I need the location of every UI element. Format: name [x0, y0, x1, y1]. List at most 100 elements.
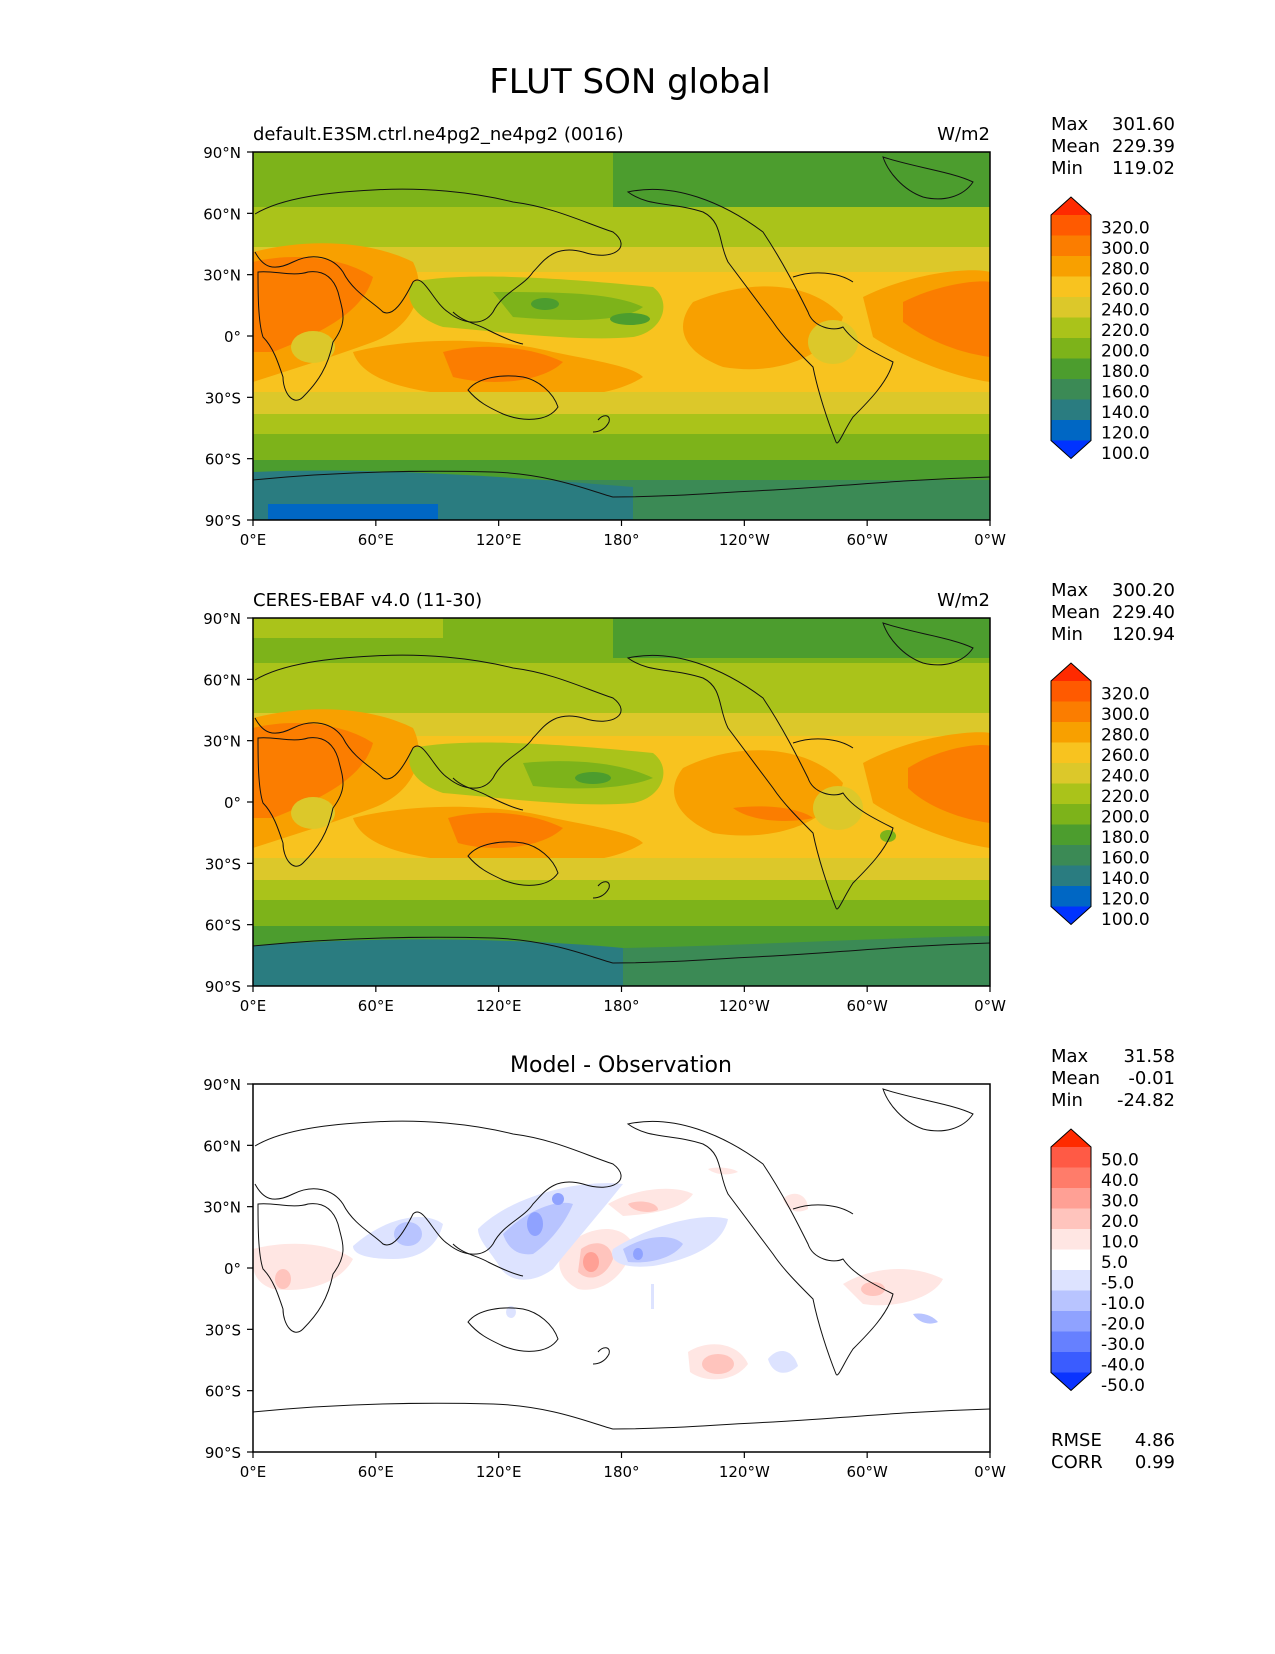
- colorbar-band: [1051, 1311, 1091, 1332]
- lat-tick-label: 60°N: [203, 205, 241, 223]
- colorbar-tick-label: 20.0: [1101, 1212, 1139, 1232]
- panel-observation: CERES-EBAF v4.0 (11-30) W/m2: [203, 580, 1175, 1015]
- flut-contour-field: [253, 618, 990, 986]
- colorbar-band: [1051, 824, 1091, 846]
- colorbar-tick-label: 180.0: [1101, 362, 1150, 382]
- colorbar-tick-label: 10.0: [1101, 1233, 1139, 1253]
- lat-tick-label: 30°N: [203, 267, 241, 285]
- colorbar-tick-label: 180.0: [1101, 828, 1150, 848]
- stat-label: Mean: [1051, 602, 1100, 623]
- longitude-ticks: 0°E 60°E 120°E 180° 120°W 60°W 0°W: [240, 986, 1006, 1015]
- lat-tick-label: 30°S: [205, 1321, 241, 1339]
- colorbar-tick-label: 200.0: [1101, 808, 1150, 828]
- lon-tick-label: 180°: [603, 531, 639, 549]
- colorbar-tick-label: 50.0: [1101, 1151, 1139, 1171]
- colorbar: 320.0300.0280.0260.0240.0220.0200.0180.0…: [1050, 662, 1150, 930]
- colorbar-tick-label: 100.0: [1101, 444, 1150, 464]
- lon-tick-label: 60°E: [358, 1463, 394, 1481]
- lon-tick-label: 60°W: [846, 997, 888, 1015]
- colorbar-band: [1051, 379, 1091, 400]
- stat-value: 119.02: [1112, 158, 1175, 179]
- stat-label: RMSE: [1051, 1430, 1102, 1451]
- longitude-ticks: 0°E 60°E 120°E 180° 120°W 60°W 0°W: [240, 520, 1006, 549]
- stat-label: CORR: [1051, 1452, 1103, 1473]
- colorbar: 50.040.030.020.010.05.0-5.0-10.0-20.0-30…: [1050, 1128, 1145, 1396]
- lat-tick-label: 60°S: [205, 1383, 241, 1401]
- colorbar-band: [1051, 1147, 1091, 1168]
- colorbar-band: [1051, 1270, 1091, 1291]
- colorbar-tick-label: 220.0: [1101, 321, 1150, 341]
- stats-block: Max 300.20 Mean 229.40 Min 120.94: [1051, 580, 1175, 645]
- stat-value: 0.99: [1135, 1452, 1175, 1473]
- lat-tick-label: 60°N: [203, 671, 241, 689]
- lon-tick-label: 0°W: [974, 997, 1006, 1015]
- colorbar-outline: [1050, 662, 1092, 926]
- difference-contour-field: [253, 1084, 990, 1452]
- lon-tick-label: 120°W: [719, 531, 770, 549]
- colorbar-tick-label: -5.0: [1101, 1274, 1134, 1294]
- lat-tick-label: 90°S: [205, 978, 241, 996]
- stat-label: Min: [1051, 1090, 1083, 1111]
- colorbar-tick-label: 260.0: [1101, 746, 1150, 766]
- stat-label: Max: [1051, 580, 1089, 601]
- panel-units: W/m2: [937, 124, 990, 145]
- stats-block: Max 301.60 Mean 229.39 Min 119.02: [1051, 114, 1175, 179]
- lat-tick-label: 0°: [224, 328, 241, 346]
- stat-label: Max: [1051, 1046, 1089, 1067]
- colorbar-tick-label: 300.0: [1101, 239, 1150, 259]
- lat-tick-label: 30°S: [205, 855, 241, 873]
- stat-value: 300.20: [1112, 580, 1175, 601]
- coastlines: [253, 1088, 990, 1430]
- colorbar-band: [1051, 235, 1091, 257]
- lat-tick-label: 90°S: [205, 1444, 241, 1462]
- lon-tick-label: 0°E: [240, 997, 267, 1015]
- colorbar-tick-label: 160.0: [1101, 849, 1150, 869]
- stat-value: -0.01: [1128, 1068, 1175, 1089]
- lon-tick-label: 120°E: [476, 531, 522, 549]
- colorbar: 320.0300.0280.0260.0240.0220.0200.0180.0…: [1050, 196, 1150, 464]
- colorbar-band: [1051, 399, 1091, 421]
- flut-contour-field: [253, 152, 990, 520]
- colorbar-band: [1051, 358, 1091, 380]
- lon-tick-label: 0°W: [974, 1463, 1006, 1481]
- colorbar-band: [1051, 1331, 1091, 1353]
- lat-tick-label: 90°N: [203, 144, 241, 162]
- lat-tick-label: 60°S: [205, 917, 241, 935]
- colorbar-tick-label: 220.0: [1101, 787, 1150, 807]
- colorbar-band: [1051, 742, 1091, 764]
- stat-label: Min: [1051, 158, 1083, 179]
- lat-tick-label: 90°S: [205, 512, 241, 530]
- lat-tick-label: 0°: [224, 1260, 241, 1278]
- panel-difference: Model - Observation: [203, 1046, 1175, 1481]
- colorbar-tick-label: 200.0: [1101, 342, 1150, 362]
- colorbar-tick-label: 280.0: [1101, 726, 1150, 746]
- latitude-ticks: 90°N 60°N 30°N 0° 30°S 60°S 90°S: [203, 610, 253, 996]
- lon-tick-label: 0°E: [240, 531, 267, 549]
- colorbar-tick-label: -50.0: [1101, 1376, 1145, 1396]
- colorbar-tick-label: 300.0: [1101, 705, 1150, 725]
- colorbar-band: [1051, 297, 1091, 318]
- longitude-ticks: 0°E 60°E 120°E 180° 120°W 60°W 0°W: [240, 1452, 1006, 1481]
- colorbar-band: [1051, 845, 1091, 866]
- coastlines: [253, 156, 990, 498]
- lat-tick-label: 30°S: [205, 389, 241, 407]
- panel-model: default.E3SM.ctrl.ne4pg2_ne4pg2 (0016) W…: [203, 114, 1175, 549]
- coastlines: [253, 622, 990, 964]
- colorbar-band: [1051, 783, 1091, 805]
- colorbar-tick-label: 120.0: [1101, 424, 1150, 444]
- colorbar-band: [1051, 886, 1091, 907]
- lon-tick-label: 60°W: [846, 1463, 888, 1481]
- lon-tick-label: 60°E: [358, 531, 394, 549]
- colorbar-tick-label: 320.0: [1101, 219, 1150, 239]
- stat-value: 229.40: [1112, 602, 1175, 623]
- colorbar-tick-label: 160.0: [1101, 383, 1150, 403]
- colorbar-band: [1051, 1167, 1091, 1189]
- panel-center-title: Model - Observation: [510, 1053, 732, 1078]
- colorbar-band: [1051, 722, 1091, 743]
- lat-tick-label: 30°N: [203, 1199, 241, 1217]
- colorbar-band: [1051, 338, 1091, 359]
- stat-value: 301.60: [1112, 114, 1175, 135]
- lon-tick-label: 120°E: [476, 997, 522, 1015]
- colorbar-max-extend: [1051, 663, 1091, 681]
